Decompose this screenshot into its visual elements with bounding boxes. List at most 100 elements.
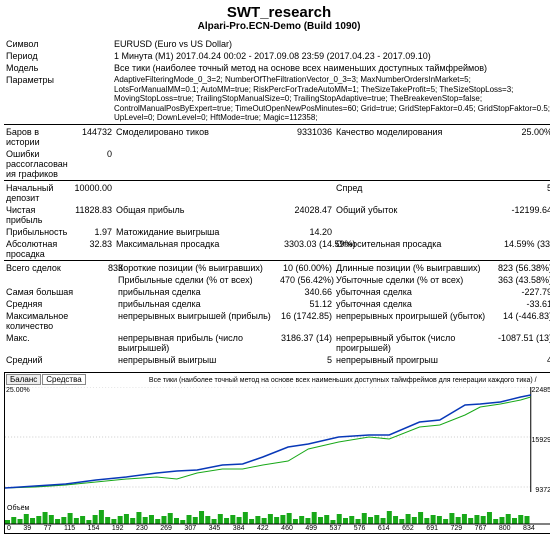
stat-label: прибыльная сделка [116,298,278,310]
stat-label: Смоделировано тиков [114,126,282,148]
stats-table: Баров в истории144732Смоделировано тиков… [4,126,550,180]
report-subtitle: Alpari-Pro.ECN-Demo (Build 1090) [4,21,550,32]
stat-label [114,148,282,180]
stat-label [4,274,106,286]
stat-value [106,286,116,298]
stat-value: 363 (43.58%) [496,274,550,286]
info-label: Символ [4,38,66,50]
stat-value [502,148,550,180]
stat-value: 10 (60.00%) [278,262,334,274]
stat-value [106,332,116,354]
stat-label: Ошибки рассогласования графиков [4,148,72,180]
stat-label: Чистая прибыль [4,204,72,226]
stat-label: Убыточные сделки (% от всех) [334,274,496,286]
stat-label: непрерывных проигрышей (убыток) [334,310,496,332]
stat-value [106,310,116,332]
info-value: Все тики (наиболее точный метод на основ… [112,62,550,74]
stat-label: Короткие позиции (% выигравших) [116,262,278,274]
stat-label: Качество моделирования [334,126,502,148]
stat-value: -227.79 [496,286,550,298]
stat-value: 9331036 [282,126,334,148]
info-table: Символ EURUSD (Euro vs US Dollar) Период 1 … [4,38,550,124]
stat-value: 24028.47 [282,204,334,226]
stat-label: непрерывный убыток (число проигрышей) [334,332,496,354]
stat-label: убыточная сделка [334,298,496,310]
stat-label: Длинные позиции (% выигравших) [334,262,496,274]
stat-label: Баров в истории [4,126,72,148]
stat-label: Всего сделок [4,262,106,274]
stat-value: 340.66 [278,286,334,298]
stat-value: 0 [72,148,114,180]
stat-label: Прибыльность [4,226,72,238]
stat-value: 5 [502,182,550,204]
stat-label: Прибыльные сделки (% от всех) [116,274,278,286]
chart-svg [5,387,550,507]
stat-value: 4 [496,354,550,366]
stat-label: непрерывных выигрышей (прибыль) [116,310,278,332]
chart-tabs: БалансСредства Все тики (наиболее точный… [6,374,550,394]
stat-label: Начальный депозит [4,182,72,204]
stat-label [114,182,282,204]
stat-label: Самая большая [4,286,106,298]
stat-value: 51.12 [278,298,334,310]
stat-value: -33.61 [496,298,550,310]
tab-balance[interactable]: Баланс [6,374,41,385]
stat-label: Макс. [4,332,106,354]
stat-value [106,298,116,310]
stat-value: 3186.37 (14) [278,332,334,354]
stats-table-3: Всего сделок833Короткие позиции (% выигр… [4,262,550,366]
info-label: Параметры [4,74,66,124]
stat-label: убыточная сделка [334,286,496,298]
stat-label: Максимальное количество [4,310,106,332]
info-value: 1 Минута (M1) 2017.04.24 00:02 - 2017.09… [112,50,550,62]
info-label: Модель [4,62,66,74]
stat-label: Средний [4,354,106,366]
stat-value: 11828.83 [72,204,114,226]
stat-value: 32.83 [72,238,114,260]
y-label-mid: 15929 [532,437,550,444]
stat-value [502,226,550,238]
stat-value: 16 (1742.85) [278,310,334,332]
tab-equity[interactable]: Средства [42,374,85,385]
stat-value: 14.20 [282,226,334,238]
stat-label: Средняя [4,298,106,310]
stat-value: 144732 [72,126,114,148]
stat-label [334,148,502,180]
stat-value: 25.00% [502,126,550,148]
stat-label: Матожидание выигрыша [114,226,282,238]
info-value: AdaptiveFilteringMode_0_3=2; NumberOfThe… [112,74,550,124]
stat-value: 14.59% (3303.03) [502,238,550,260]
stat-label: Относительная просадка [334,238,502,260]
stat-label: непрерывный проигрыш [334,354,496,366]
volume-label: Объём [7,505,29,512]
stat-label: прибыльная сделка [116,286,278,298]
stat-label: Спред [334,182,502,204]
stat-value: -12199.64 [502,204,550,226]
chart-container: БалансСредства Все тики (наиболее точный… [4,372,550,534]
stat-label: непрерывный выигрыш [116,354,278,366]
volume-svg [5,507,550,535]
stat-label: Общий убыток [334,204,502,226]
stat-value: 823 (56.38%) [496,262,550,274]
stat-value [106,354,116,366]
y-label-top: 22485 [532,387,550,394]
stat-value: 3303.03 (14.59%) [282,238,334,260]
stats-table-2: Начальный депозит10000.00 Спред5 Чистая пр… [4,182,550,260]
stat-value: 1.97 [72,226,114,238]
report-title: SWT_research [4,4,550,21]
stat-value [282,182,334,204]
stat-label [334,226,502,238]
stat-value [282,148,334,180]
stat-label: Максимальная просадка [114,238,282,260]
stat-value: 833 [106,262,116,274]
stat-label: непрерывная прибыль (число выигрышей) [116,332,278,354]
stat-value: -1087.51 (13) [496,332,550,354]
info-label: Период [4,50,66,62]
stat-value: 10000.00 [72,182,114,204]
y-label-bot: 9372 [535,487,550,494]
stat-value: 5 [278,354,334,366]
info-value: EURUSD (Euro vs US Dollar) [112,38,550,50]
stat-value: 14 (-446.83) [496,310,550,332]
stat-value: 470 (56.42%) [278,274,334,286]
stat-value [106,274,116,286]
